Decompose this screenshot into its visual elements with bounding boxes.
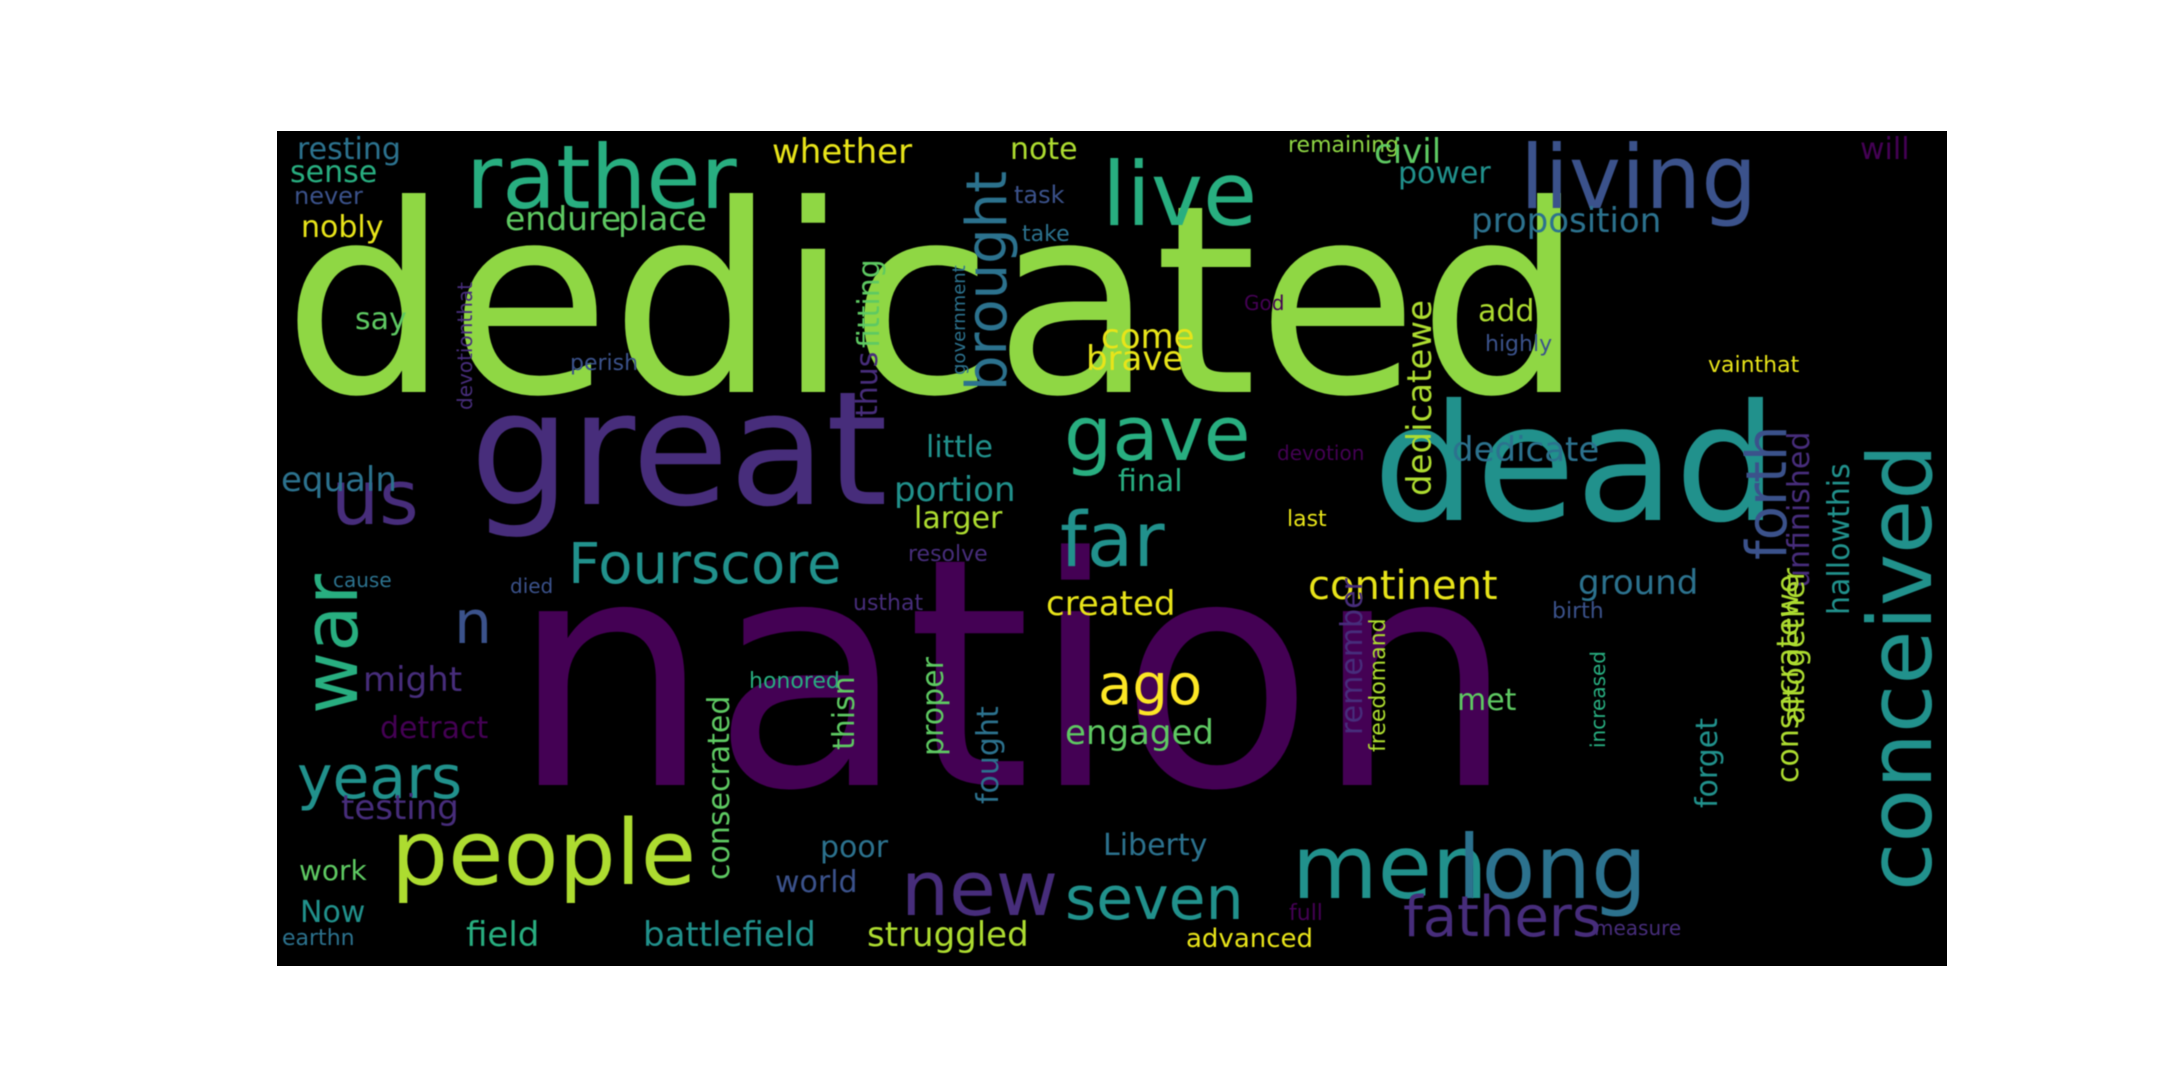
word-endure: endure [505,199,622,238]
word-sense: sense [290,155,378,190]
word-task: task [1014,181,1065,209]
word-portion: portion [894,470,1016,510]
word-power: power [1398,156,1491,191]
word-note: note [1010,132,1078,167]
word-freedomand: freedomand [1366,618,1391,752]
word-birth: birth [1552,599,1604,624]
word-highly: highly [1485,332,1553,357]
word-hallowthis: hallowthis [1822,463,1857,615]
word-fathers: fathers [1403,885,1602,950]
word-great: great [470,358,888,542]
word-living: living [1520,131,1758,229]
word-proposition: proposition [1471,201,1662,241]
word-last: last [1287,507,1327,532]
word-god: God [1244,291,1285,315]
word-ago: ago [1098,653,1203,718]
word-gave: gave [1064,389,1251,478]
word-thisn: thisn [827,676,862,750]
word-years: years [297,743,463,813]
word-place: place [618,199,707,238]
word-might: might [363,660,463,700]
word-fourscore: Fourscore [568,532,842,597]
word-us: us [331,453,419,542]
word-nobly: nobly [301,210,384,245]
word-created: created [1046,584,1176,624]
word-now: Now [300,895,366,930]
word-struggled: struggled [867,915,1029,955]
word-dead: dead [1373,371,1778,559]
word-ground: ground [1578,563,1699,603]
word-equaln: equaln [281,460,397,500]
word-forget: forget [1690,718,1725,808]
word-unfinished: unfinished [1782,431,1817,588]
word-larger: larger [914,501,1003,536]
word-war: war [286,574,375,714]
word-vainthat: vainthat [1708,353,1800,378]
word-battlefield: battlefield [643,915,816,955]
word-come: come [1101,317,1195,357]
word-engaged: engaged [1065,713,1214,753]
word-nation: nation [510,490,1516,860]
word-cause: cause [333,568,392,592]
word-take: take [1022,222,1070,247]
word-full: full [1289,901,1323,926]
word-n: n [454,588,493,658]
word-long: long [1457,816,1647,919]
word-final: final [1118,464,1183,499]
word-perish: perish [570,351,639,376]
word-dedicate: dedicate [1452,430,1600,470]
word-remember: remember [1335,578,1370,735]
word-people: people [391,801,697,906]
word-consecratewe: consecratewe [1771,574,1806,783]
word-world: world [775,865,858,900]
word-devotionthat: devotionthat [453,282,477,410]
word-cloud-panel: dedicated nation great dead rather livin… [277,131,1947,966]
word-brave: brave [1086,339,1184,379]
word-measure: measure [1594,916,1682,940]
word-civil: civil [1374,132,1442,172]
word-men: men [1292,816,1488,919]
word-liberty: Liberty [1103,828,1208,863]
word-rather: rather [466,131,737,229]
word-advanced: advanced [1186,924,1314,954]
word-seven: seven [1065,864,1244,934]
word-resolve: resolve [908,542,988,567]
word-little: little [926,430,993,465]
word-met: met [1457,683,1517,718]
word-honored: honored [749,669,840,694]
word-far: far [1060,495,1165,584]
word-poor: poor [820,830,889,865]
word-devotion: devotion [1277,441,1365,465]
word-government: government [949,265,970,375]
word-say: say [355,302,407,337]
word-remaining: remaining [1288,133,1400,158]
word-never: never [294,182,363,210]
word-conceived: conceived [1849,443,1947,891]
word-whether: whether [772,132,913,172]
word-died: died [510,574,554,598]
word-earthn: earthn [282,926,355,951]
word-consecrated: consecrated [702,695,737,880]
word-work: work [299,854,367,887]
word-increased: increased [1586,651,1610,748]
word-detract: detract [380,711,489,746]
word-fitting: fitting [852,259,887,348]
word-add: add [1478,294,1535,329]
word-testing: testing [341,788,459,828]
word-usthat: usthat [853,591,924,616]
word-dedicated: dedicated [283,149,1585,454]
word-proper: proper [916,657,951,756]
word-will: will [1860,132,1910,167]
word-live: live [1102,143,1258,246]
word-resting: resting [297,132,401,167]
word-field: field [466,915,540,955]
word-continent: continent [1308,563,1498,609]
word-new: new [901,844,1059,933]
word-fought: fought [971,706,1006,804]
word-thus: thus [850,351,885,417]
word-dedicatewe: dedicatewe [1400,299,1440,496]
